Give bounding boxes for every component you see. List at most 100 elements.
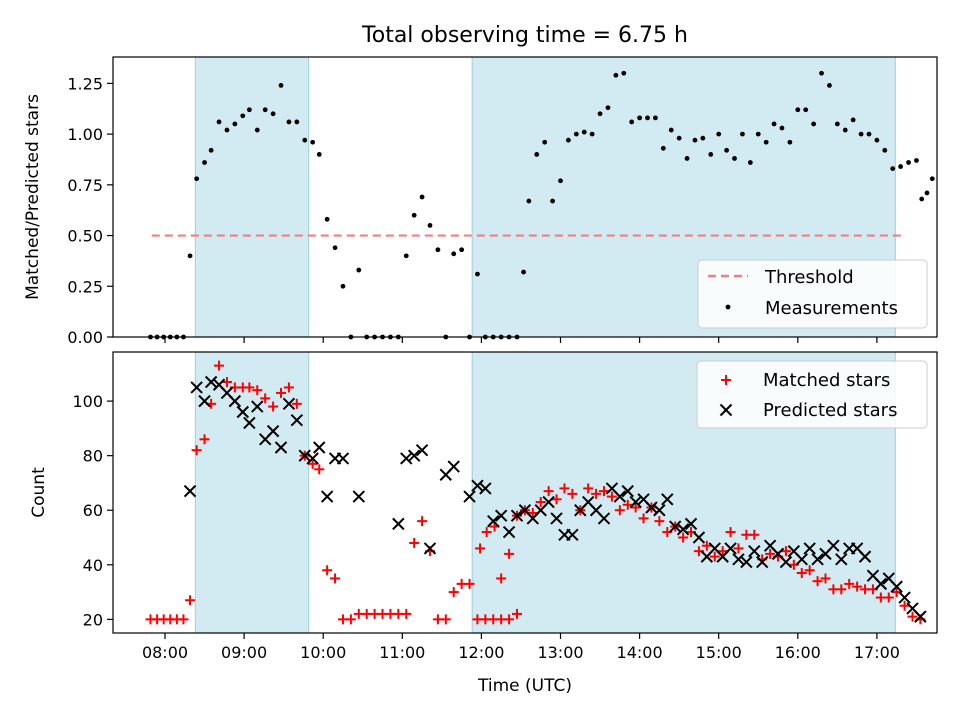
x-stroke-b (850, 542, 864, 555)
matched-star-point (638, 513, 649, 524)
y-tick-label: 0.25 (67, 277, 103, 296)
measurement-point (668, 127, 674, 133)
x-stroke-b (298, 449, 311, 462)
x-stroke-b (787, 544, 801, 558)
measurement-point (566, 137, 571, 143)
matched-star-point (852, 581, 863, 592)
predicted-star-point (684, 517, 698, 531)
measurement-point (521, 269, 526, 275)
ratio-y-axis-label: Matched/Predicted stars (23, 94, 43, 300)
measurement-point (232, 121, 238, 127)
x-stroke-b (198, 394, 211, 408)
measurement-point (419, 194, 425, 200)
measurement-point (803, 107, 809, 113)
matched-star-point (796, 567, 807, 578)
x-stroke-b (771, 547, 785, 561)
measurement-point (403, 253, 409, 259)
predicted-star-point (463, 490, 476, 503)
measurement-point (834, 121, 840, 127)
ratio-axes-frame (112, 56, 938, 338)
matched-star-point (836, 584, 847, 595)
matched-star-point (185, 595, 196, 606)
x-stroke-b (914, 610, 927, 623)
predicted-star-point (740, 555, 753, 569)
measurement-point (475, 271, 480, 277)
x-stroke-b (668, 520, 682, 533)
matched-star-point (440, 614, 451, 625)
predicted-star-point (282, 397, 296, 411)
measurement-point (747, 160, 753, 165)
matched-star-point (599, 486, 610, 497)
measurement-point (459, 247, 465, 253)
x-stroke-b (621, 484, 634, 498)
x-stroke-b (779, 555, 793, 569)
matched-star-point (448, 587, 459, 598)
matched-star-point (622, 499, 633, 510)
matched-star-point (475, 543, 486, 554)
x-stroke-b (803, 542, 816, 555)
measurement-point (550, 198, 555, 204)
matched-star-point (543, 486, 554, 497)
measurement-point (684, 156, 690, 161)
legend-threshold-label: Threshold (764, 267, 854, 288)
measurement-point (874, 137, 880, 143)
measurement-point (534, 151, 540, 157)
matched-star-point (701, 540, 712, 551)
matched-star-point (733, 543, 744, 554)
predicted-star-point (795, 553, 808, 566)
predicted-star-point (692, 531, 706, 544)
measurement-point (411, 212, 417, 218)
measurement-point (771, 121, 777, 127)
x-stroke-b (471, 479, 484, 492)
matched-star-point (780, 546, 791, 557)
measurement-point (924, 190, 930, 196)
measurement-point (787, 139, 793, 145)
predicted-star-point (550, 512, 563, 525)
matched-star-point (812, 576, 823, 587)
measurement-point (613, 72, 619, 78)
measurement-point (542, 139, 548, 145)
x-stroke-b (274, 441, 288, 454)
matched-star-point (409, 537, 420, 548)
x-stroke-b (313, 441, 326, 454)
measurement-point (224, 127, 230, 133)
matched-star-point (291, 398, 302, 409)
observing-intervals-bottom (194, 352, 896, 633)
measurement-point (573, 131, 579, 137)
measurement-point (316, 151, 322, 157)
x-stroke-b (415, 444, 429, 457)
measurement-point (621, 70, 627, 76)
measurement-point (692, 137, 698, 143)
matched-star-point (401, 608, 412, 619)
measurement-point (340, 283, 346, 289)
matched-star-point (709, 551, 720, 562)
predicted-star-point (597, 512, 611, 525)
matched-star-point (765, 548, 776, 559)
predicted-star-point (645, 501, 658, 514)
x-stroke-b (407, 449, 421, 462)
x-tick-label: 15:00 (696, 643, 742, 662)
y-tick-label: 100 (72, 392, 103, 411)
measurement-point (332, 245, 338, 251)
matched-star-point (591, 488, 602, 499)
predicted-star-point (803, 542, 816, 555)
legend-matched-swatch (721, 375, 731, 385)
measurement-point (866, 131, 872, 137)
matched-star-point (345, 614, 356, 625)
x-stroke-b (724, 542, 737, 555)
x-stroke-b (494, 509, 508, 522)
x-stroke-b (290, 413, 304, 427)
matched-star-point (276, 387, 287, 398)
measurement-point (763, 139, 769, 145)
predicted-star-point (898, 591, 911, 604)
x-stroke-b (882, 572, 895, 585)
predicted-star-point (676, 523, 690, 536)
predicted-star-point (266, 424, 280, 438)
predicted-star-point (183, 484, 197, 498)
x-stroke-b (542, 495, 555, 509)
x-stroke-b (605, 482, 619, 495)
x-stroke-b (898, 591, 911, 604)
ratio-x-ticks (164, 337, 878, 343)
x-stroke-b (763, 539, 777, 552)
predicted-star-point (748, 544, 761, 558)
